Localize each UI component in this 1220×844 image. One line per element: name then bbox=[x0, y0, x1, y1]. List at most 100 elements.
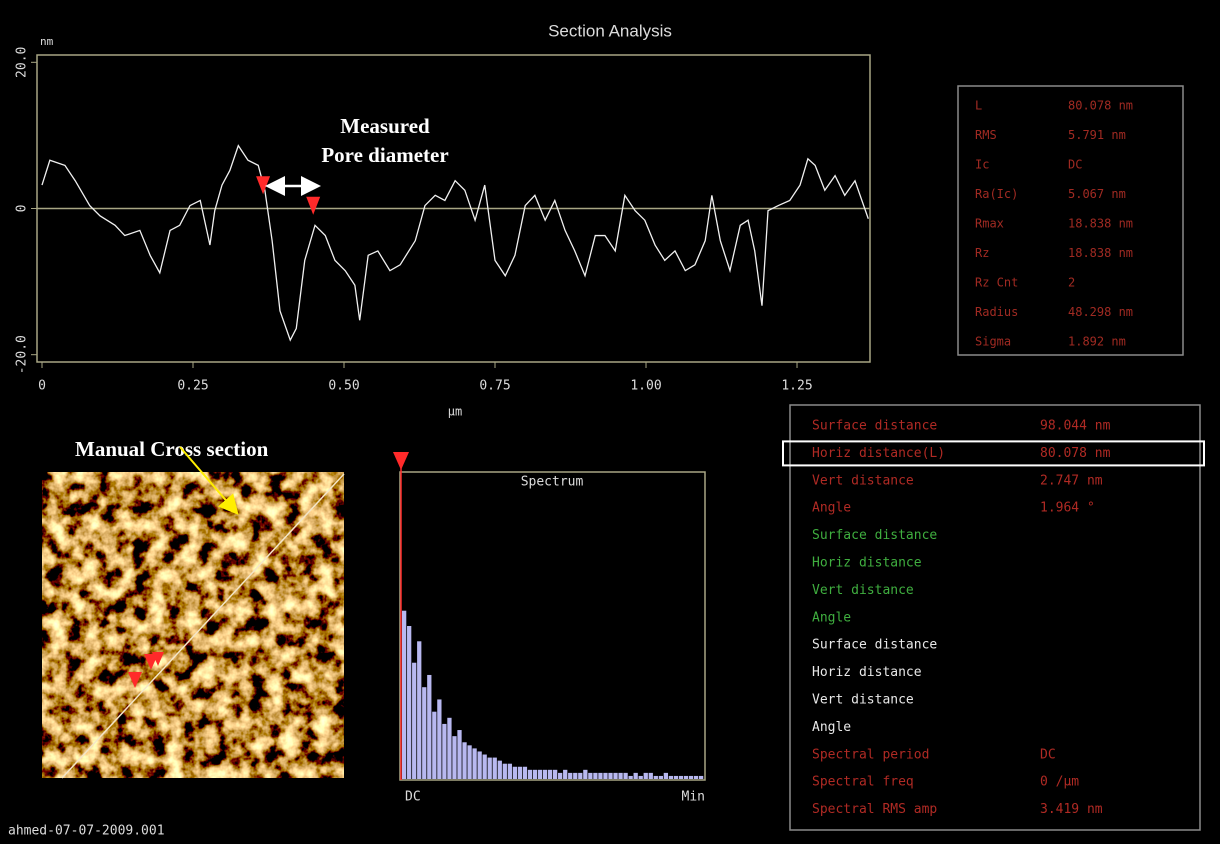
measurement-label: Horiz distance bbox=[812, 665, 922, 680]
spectrum-bar bbox=[493, 758, 497, 779]
annotation: Pore diameter bbox=[321, 143, 448, 167]
stat-label: L bbox=[975, 99, 982, 113]
stat-label: Sigma bbox=[975, 335, 1011, 349]
spectrum-cursor-head bbox=[393, 452, 409, 470]
measurement-label: Spectral period bbox=[812, 747, 929, 762]
spectrum-bar bbox=[674, 776, 678, 779]
annotation: Manual Cross section bbox=[75, 437, 269, 461]
cursor-marker bbox=[256, 176, 270, 194]
profile-line bbox=[42, 146, 868, 340]
spectrum-bar bbox=[417, 641, 421, 779]
spectrum-bar bbox=[664, 773, 668, 779]
stat-value: 18.838 nm bbox=[1068, 246, 1133, 260]
spectrum-bar bbox=[467, 745, 471, 779]
spectrum-bar bbox=[402, 611, 406, 779]
section-analysis-window: Section Analysis nm µm 00.250.500.751.00… bbox=[0, 0, 1220, 844]
spectrum-bar bbox=[573, 773, 577, 779]
y-tick-label: 20.0 bbox=[15, 47, 30, 78]
measurement-label: Angle bbox=[812, 501, 851, 516]
cursor-marker bbox=[306, 197, 320, 215]
spectrum-bar bbox=[644, 773, 648, 779]
spectrum-bar bbox=[563, 770, 567, 779]
measurement-label: Horiz distance bbox=[812, 556, 922, 571]
x-tick-label: 0.25 bbox=[177, 379, 208, 394]
spectrum-bar bbox=[518, 767, 522, 779]
spectrum-bar bbox=[457, 730, 461, 779]
spectrum-bar bbox=[689, 776, 693, 779]
spectrum-bar bbox=[447, 718, 451, 779]
measurement-label: Spectral RMS amp bbox=[812, 802, 937, 817]
spectrum-bar bbox=[699, 776, 703, 779]
x-tick-label: 1.25 bbox=[781, 379, 812, 394]
spectrum-bar bbox=[498, 761, 502, 779]
spectrum-bar bbox=[558, 773, 562, 779]
spectrum-bar bbox=[503, 764, 507, 779]
measurement-label: Spectral freq bbox=[812, 775, 914, 790]
spectrum-bar bbox=[427, 675, 431, 779]
measurement-value: 98.044 nm bbox=[1040, 419, 1111, 434]
spectrum-bar bbox=[679, 776, 683, 779]
spectrum-bar bbox=[578, 773, 582, 779]
spectrum-bar bbox=[508, 764, 512, 779]
spectrum-bar bbox=[452, 736, 456, 779]
spectrum-bar bbox=[533, 770, 537, 779]
stat-label: Rz bbox=[975, 246, 989, 260]
spectrum-bar bbox=[553, 770, 557, 779]
spectrum-bar bbox=[649, 773, 653, 779]
measurement-value: 0 /µm bbox=[1040, 775, 1079, 790]
spectrum-bar bbox=[422, 687, 426, 779]
spectrum-bar bbox=[608, 773, 612, 779]
spectrum-start-label: DC bbox=[405, 790, 421, 805]
spectrum-end-label: Min bbox=[682, 790, 705, 805]
stat-value: 80.078 nm bbox=[1068, 99, 1133, 113]
measurement-label: Vert distance bbox=[812, 693, 914, 708]
spectrum-bar bbox=[603, 773, 607, 779]
spectrum-bar bbox=[669, 776, 673, 779]
stats-rows: L80.078 nmRMS5.791 nmIcDCRa(Ic)5.067 nmR… bbox=[975, 99, 1133, 349]
spectrum-bar bbox=[623, 773, 627, 779]
spectrum-bar bbox=[432, 712, 436, 779]
spectrum-bar bbox=[548, 770, 552, 779]
spectrum-bar bbox=[513, 767, 517, 779]
stat-value: 5.791 nm bbox=[1068, 128, 1126, 142]
afm-image bbox=[42, 472, 344, 778]
spectrum-bar bbox=[437, 699, 441, 779]
spectrum-bar bbox=[593, 773, 597, 779]
measurement-label: Angle bbox=[812, 720, 851, 735]
spectrum-bar bbox=[568, 773, 572, 779]
stat-value: 2 bbox=[1068, 276, 1075, 290]
measurement-value: 1.964 ° bbox=[1040, 501, 1095, 516]
spectrum-bar bbox=[583, 770, 587, 779]
y-unit: nm bbox=[40, 35, 54, 48]
measurement-label: Horiz distance(L) bbox=[812, 446, 945, 461]
stat-label: Rz Cnt bbox=[975, 276, 1018, 290]
spectrum-bar bbox=[629, 776, 633, 779]
measurement-panel bbox=[790, 405, 1200, 830]
x-tick-label: 1.00 bbox=[630, 379, 661, 394]
measurement-rows: Surface distance 98.044 nm Horiz distance(… bbox=[783, 419, 1204, 818]
spectrum-bar bbox=[659, 776, 663, 779]
spectrum-bar bbox=[472, 748, 476, 779]
measurement-value: DC bbox=[1040, 747, 1056, 762]
spectrum-bar bbox=[462, 742, 466, 779]
measurement-label: Surface distance bbox=[812, 528, 937, 543]
stat-label: Ic bbox=[975, 158, 989, 172]
spectrum-bar bbox=[598, 773, 602, 779]
stat-value: 48.298 nm bbox=[1068, 305, 1133, 319]
stat-label: RMS bbox=[975, 128, 997, 142]
x-axis-label: µm bbox=[448, 405, 462, 419]
stat-value: 1.892 nm bbox=[1068, 335, 1126, 349]
stat-label: Radius bbox=[975, 305, 1018, 319]
y-tick-label: -20.0 bbox=[15, 335, 30, 374]
spectrum-bar bbox=[442, 724, 446, 779]
stat-value: 5.067 nm bbox=[1068, 187, 1126, 201]
measurement-label: Vert distance bbox=[812, 583, 914, 598]
measurement-label: Angle bbox=[812, 610, 851, 625]
measurement-value: 80.078 nm bbox=[1040, 446, 1111, 461]
spectrum-bars bbox=[402, 611, 703, 779]
spectrum-bar bbox=[613, 773, 617, 779]
spectrum-bar bbox=[588, 773, 592, 779]
stat-label: Ra(Ic) bbox=[975, 187, 1018, 201]
measurement-value: 3.419 nm bbox=[1040, 802, 1103, 817]
